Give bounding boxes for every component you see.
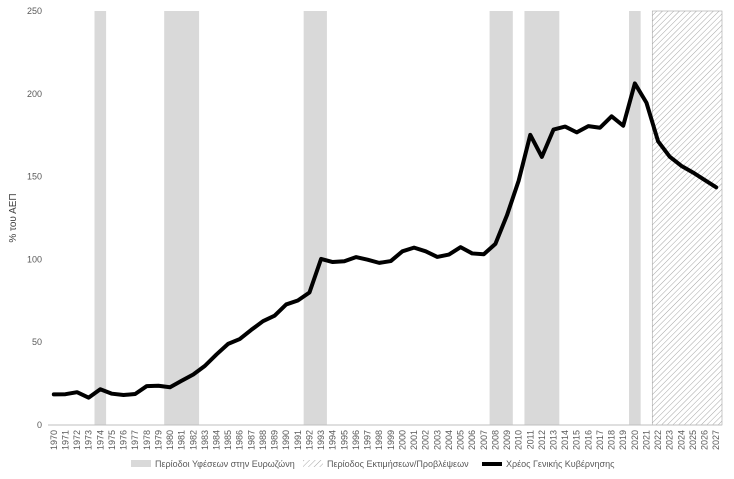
x-tick-label: 2001 bbox=[409, 430, 419, 450]
x-tick-label: 1995 bbox=[339, 430, 349, 450]
x-axis: 1970 1971 1972 1973 1974 1975 1976 1977 1978 1979… bbox=[48, 424, 722, 450]
x-tick-label: 1984 bbox=[212, 430, 222, 450]
x-tick-label: 1978 bbox=[142, 430, 152, 450]
x-tick-label: 1970 bbox=[49, 430, 59, 450]
x-tick-label: 2025 bbox=[688, 430, 698, 450]
x-tick-label: 2019 bbox=[618, 430, 628, 450]
x-tick-label: 1992 bbox=[304, 430, 314, 450]
x-tick-label: 2017 bbox=[595, 430, 605, 450]
x-tick-label: 2013 bbox=[549, 430, 559, 450]
x-tick-label: 1989 bbox=[270, 430, 280, 450]
x-tick-label: 2023 bbox=[665, 430, 675, 450]
x-tick-label: 2012 bbox=[537, 430, 547, 450]
x-tick-label: 2016 bbox=[583, 430, 593, 450]
x-tick-label: 1979 bbox=[153, 430, 163, 450]
x-tick-label: 2007 bbox=[479, 430, 489, 450]
recession-band-0 bbox=[94, 11, 107, 425]
x-tick-label: 1973 bbox=[84, 430, 94, 450]
recession-band-2 bbox=[303, 11, 327, 425]
recession-band-4 bbox=[524, 11, 560, 425]
x-tick-label: 1997 bbox=[363, 430, 373, 450]
x-tick-label: 1985 bbox=[223, 430, 233, 450]
x-tick-label: 2015 bbox=[572, 430, 582, 450]
x-tick-label: 1981 bbox=[177, 430, 187, 450]
x-tick-label: 2024 bbox=[676, 430, 686, 450]
x-tick-label: 1996 bbox=[351, 430, 361, 450]
x-tick-label: 1987 bbox=[246, 430, 256, 450]
x-tick-label: 2008 bbox=[490, 430, 500, 450]
x-tick-label: 1982 bbox=[188, 430, 198, 450]
y-axis: 0 50 100 150 200 250 bbox=[27, 6, 42, 430]
x-tick-label: 2021 bbox=[641, 430, 651, 450]
legend-series-label: Χρέος Γενικής Κυβέρνησης bbox=[506, 459, 615, 469]
x-tick-label: 1977 bbox=[130, 430, 140, 450]
x-tick-label: 2004 bbox=[444, 430, 454, 450]
x-tick-label: 2026 bbox=[700, 430, 710, 450]
x-tick-label: 2000 bbox=[397, 430, 407, 450]
y-tick-label: 50 bbox=[32, 337, 42, 347]
x-tick-label: 1990 bbox=[281, 430, 291, 450]
series-lines bbox=[51, 81, 719, 400]
forecast-region bbox=[651, 10, 723, 426]
x-tick-label: 2014 bbox=[560, 430, 570, 450]
recession-bands bbox=[94, 11, 641, 425]
x-tick-label: 2002 bbox=[421, 430, 431, 450]
x-tick-label: 2020 bbox=[630, 430, 640, 450]
x-tick-label: 1998 bbox=[374, 430, 384, 450]
x-tick-label: 2009 bbox=[502, 430, 512, 450]
recession-band-3 bbox=[489, 11, 513, 425]
x-tick-label: 2003 bbox=[432, 430, 442, 450]
y-tick-label: 250 bbox=[27, 6, 42, 16]
recession-band-1 bbox=[164, 11, 200, 425]
legend: Περίοδοι Υφέσεων στην Ευρωζώνη Περίοδος Ε… bbox=[131, 459, 615, 469]
series-line-0 bbox=[51, 81, 719, 400]
y-tick-label: 200 bbox=[27, 89, 42, 99]
x-tick-label: 1971 bbox=[60, 430, 70, 450]
legend-forecast-label: Περίοδος Εκτιμήσεων/Προβλέψεων bbox=[327, 459, 469, 469]
x-tick-label: 1986 bbox=[235, 430, 245, 450]
forecast-band bbox=[651, 10, 723, 426]
x-tick-label: 1983 bbox=[200, 430, 210, 450]
x-tick-label: 1993 bbox=[316, 430, 326, 450]
x-tick-label: 1974 bbox=[95, 430, 105, 450]
legend-recession-label: Περίοδοι Υφέσεων στην Ευρωζώνη bbox=[155, 459, 295, 469]
legend-recession-swatch bbox=[131, 460, 151, 467]
y-axis-label: % του ΑΕΠ bbox=[8, 193, 19, 242]
x-tick-label: 2022 bbox=[653, 430, 663, 450]
legend-forecast-swatch bbox=[303, 460, 323, 467]
x-tick-label: 1975 bbox=[107, 430, 117, 450]
x-tick-label: 1999 bbox=[386, 430, 396, 450]
y-tick-label: 150 bbox=[27, 172, 42, 182]
x-tick-label: 1976 bbox=[119, 430, 129, 450]
x-tick-label: 2010 bbox=[514, 430, 524, 450]
recession-band-5 bbox=[629, 11, 641, 425]
x-tick-label: 2018 bbox=[607, 430, 617, 450]
x-tick-label: 1994 bbox=[328, 430, 338, 450]
x-tick-label: 2006 bbox=[467, 430, 477, 450]
x-tick-label: 2005 bbox=[456, 430, 466, 450]
x-tick-label: 1991 bbox=[293, 430, 303, 450]
x-tick-label: 1980 bbox=[165, 430, 175, 450]
y-tick-label: 0 bbox=[37, 420, 42, 430]
x-tick-label: 1972 bbox=[72, 430, 82, 450]
x-tick-label: 2011 bbox=[525, 430, 535, 449]
x-tick-label: 1988 bbox=[258, 430, 268, 450]
x-tick-label: 2027 bbox=[711, 430, 721, 450]
y-tick-label: 100 bbox=[27, 254, 42, 264]
